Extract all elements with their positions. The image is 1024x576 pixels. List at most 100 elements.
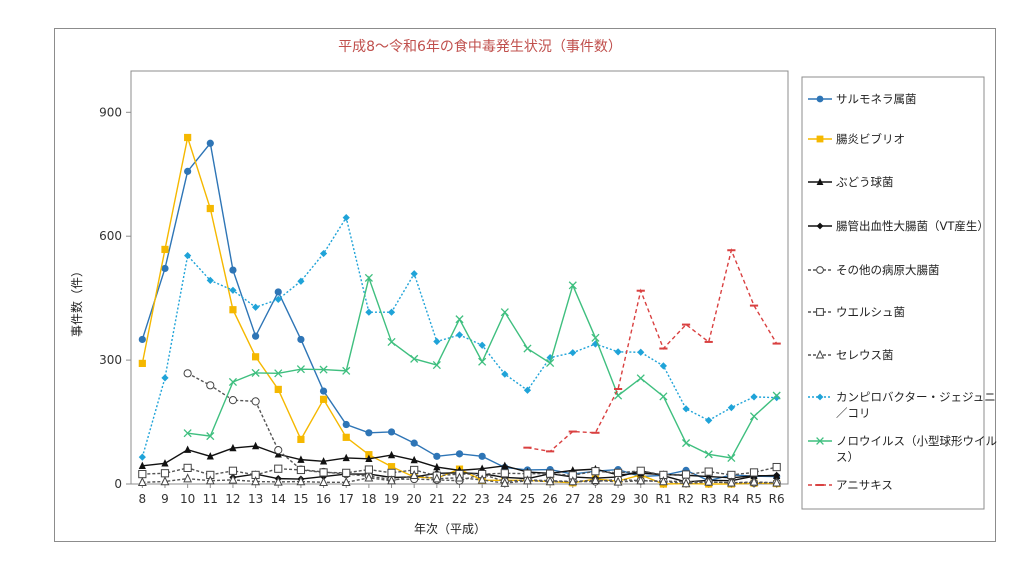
data-point bbox=[365, 308, 373, 316]
x-tick-label: R5 bbox=[746, 492, 762, 506]
data-point bbox=[772, 391, 781, 400]
data-point bbox=[184, 445, 192, 453]
data-point bbox=[206, 276, 214, 284]
data-point bbox=[274, 446, 283, 455]
series-6 bbox=[137, 469, 782, 488]
data-point bbox=[252, 332, 260, 340]
data-point bbox=[160, 476, 170, 486]
x-tick-label: R3 bbox=[701, 492, 717, 506]
data-point bbox=[613, 476, 623, 486]
data-point bbox=[319, 249, 328, 258]
data-point bbox=[387, 337, 396, 346]
data-point bbox=[296, 476, 306, 486]
legend-label: カンピロバクター・ジェジュニ／コリ bbox=[836, 390, 996, 420]
data-point bbox=[319, 365, 328, 374]
data-point bbox=[319, 457, 328, 465]
data-point bbox=[816, 308, 824, 316]
data-point bbox=[478, 357, 487, 366]
data-point bbox=[138, 469, 147, 479]
data-point bbox=[455, 450, 464, 458]
data-point bbox=[704, 450, 713, 459]
data-point bbox=[229, 286, 237, 294]
data-point bbox=[206, 452, 214, 460]
data-point bbox=[433, 337, 441, 346]
data-point bbox=[342, 453, 350, 462]
data-point bbox=[387, 308, 396, 316]
x-tick-label: 15 bbox=[293, 492, 308, 506]
data-point bbox=[455, 315, 464, 324]
data-point bbox=[228, 396, 238, 405]
data-point bbox=[206, 204, 214, 213]
data-point bbox=[682, 405, 690, 413]
legend-label: ノロウイルス（小型球形ウイルス） bbox=[836, 434, 997, 464]
data-point bbox=[387, 450, 396, 459]
data-point bbox=[365, 429, 373, 437]
data-point bbox=[297, 435, 305, 443]
x-tick-label: 12 bbox=[225, 492, 240, 506]
series-line bbox=[187, 275, 778, 459]
legend-item: ぶどう球菌 bbox=[808, 175, 894, 189]
data-point bbox=[161, 459, 169, 467]
data-point bbox=[704, 467, 713, 476]
data-point bbox=[365, 454, 373, 463]
chart: 平成8〜令和6年の食中毒発生状況（事件数） 事件数（件） 年次（平成） 0 300… bbox=[69, 38, 997, 536]
data-point bbox=[297, 335, 305, 344]
data-point bbox=[658, 476, 668, 486]
x-tick-label: 20 bbox=[407, 492, 422, 506]
data-point bbox=[523, 344, 532, 353]
x-tick-label: 30 bbox=[633, 492, 648, 506]
data-point bbox=[205, 475, 215, 485]
data-point bbox=[251, 397, 260, 406]
x-tick-label: R6 bbox=[769, 492, 785, 506]
data-point bbox=[749, 468, 759, 477]
data-point bbox=[816, 222, 824, 230]
data-point bbox=[568, 281, 577, 290]
data-point bbox=[659, 392, 668, 401]
data-point bbox=[161, 374, 169, 382]
x-tick-label: 17 bbox=[339, 492, 354, 506]
data-point bbox=[296, 365, 305, 374]
data-point bbox=[545, 476, 555, 486]
data-point bbox=[681, 470, 691, 479]
data-point bbox=[614, 348, 622, 356]
legend-item: カンピロバクター・ジェジュニ／コリ bbox=[808, 390, 996, 420]
legend-border bbox=[801, 76, 985, 510]
data-point bbox=[749, 412, 759, 421]
data-point bbox=[500, 477, 510, 487]
data-point bbox=[816, 437, 824, 445]
data-point bbox=[138, 461, 146, 470]
data-point bbox=[772, 477, 782, 487]
data-point bbox=[681, 439, 691, 448]
data-point bbox=[433, 452, 441, 460]
data-point bbox=[410, 455, 418, 464]
data-point bbox=[297, 455, 305, 463]
y-tick-label: 600 bbox=[99, 229, 122, 243]
data-point bbox=[591, 467, 600, 476]
data-point bbox=[387, 463, 396, 471]
data-point bbox=[749, 476, 759, 486]
x-tick-label: 23 bbox=[475, 492, 490, 506]
data-point bbox=[228, 377, 238, 387]
data-point bbox=[478, 452, 486, 460]
data-point bbox=[432, 473, 442, 483]
data-point bbox=[591, 474, 600, 484]
legend-item: 腸管出血性大腸菌（VT産生） bbox=[808, 219, 989, 233]
series-1 bbox=[138, 133, 781, 488]
data-point bbox=[523, 475, 532, 485]
data-point bbox=[183, 369, 192, 378]
data-point bbox=[773, 394, 781, 402]
data-point bbox=[705, 472, 713, 480]
data-point bbox=[319, 395, 328, 403]
x-tick-label: 19 bbox=[384, 492, 399, 506]
data-point bbox=[319, 468, 328, 477]
data-point bbox=[342, 420, 350, 429]
legend-label: 腸炎ビブリオ bbox=[836, 132, 905, 146]
legend-item: サルモネラ属菌 bbox=[808, 92, 917, 106]
data-point bbox=[160, 469, 170, 478]
data-point bbox=[184, 252, 192, 260]
x-tick-label: 9 bbox=[161, 492, 169, 506]
data-point bbox=[569, 349, 577, 357]
data-point bbox=[342, 214, 350, 222]
legend-item: その他の病原大腸菌 bbox=[808, 263, 940, 277]
